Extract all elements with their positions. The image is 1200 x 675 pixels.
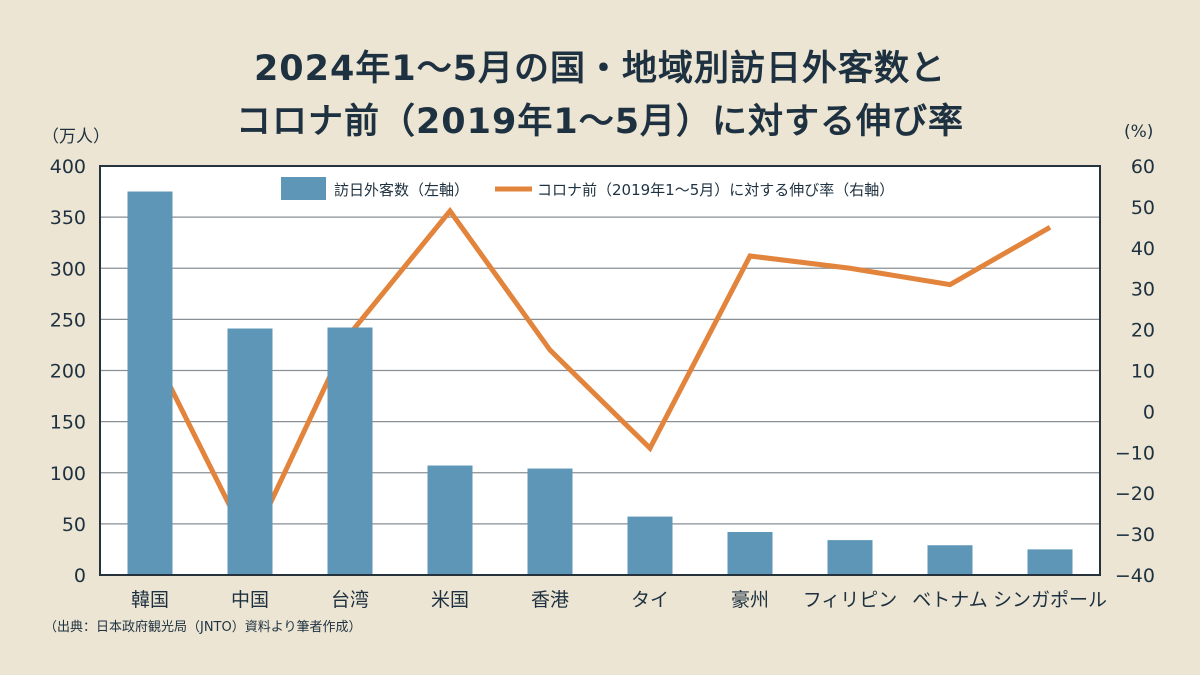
growth-rate-line (147, 206, 1052, 553)
right-tick-label: 10 (1131, 361, 1155, 383)
bar-overlay (627, 516, 673, 575)
category-label: 韓国 (131, 589, 169, 611)
right-tick-label: −10 (1115, 442, 1155, 464)
left-tick-label: 150 (50, 412, 86, 434)
bar-overlay (527, 468, 573, 575)
right-tick-label: 50 (1131, 197, 1155, 219)
right-tick-label: −40 (1115, 565, 1155, 587)
right-tick-label: 20 (1131, 320, 1155, 342)
left-tick-label: 100 (50, 463, 86, 485)
legend-bar-label: 訪日外客数（左軸） (334, 181, 469, 199)
left-axis-unit: （万人） (42, 127, 110, 147)
right-tick-label: 60 (1131, 156, 1155, 178)
category-label: シンガポール (993, 589, 1107, 611)
chart-title-line1: 2024年1〜5月の国・地域別訪日外客数と (253, 49, 947, 89)
right-tick-label: −30 (1115, 524, 1155, 546)
legend-bar-swatch (281, 177, 326, 200)
right-axis-unit: (%) (1124, 122, 1154, 142)
category-label: フィリピン (803, 589, 898, 611)
right-tick-label: 0 (1143, 401, 1155, 423)
right-tick-label: 30 (1131, 279, 1155, 301)
category-label: 香港 (531, 589, 569, 611)
legend-line-label: コロナ前（2019年1〜5月）に対する伸び率（右軸） (537, 181, 894, 199)
category-label: 中国 (231, 589, 269, 611)
left-tick-label: 50 (62, 514, 86, 536)
category-label: 豪州 (731, 589, 769, 611)
chart-title-line2: コロナ前（2019年1〜5月）に対する伸び率 (235, 102, 965, 142)
bar-overlay (127, 191, 173, 575)
right-tick-label: −20 (1115, 483, 1155, 505)
bar-overlay (427, 465, 473, 575)
category-label: 米国 (431, 589, 469, 611)
bar-overlay (727, 532, 773, 575)
bar-overlay (827, 540, 873, 575)
bar-overlay (227, 328, 273, 575)
plot-border (99, 165, 1101, 576)
bar-overlay (327, 327, 373, 575)
bar-overlay (1027, 549, 1073, 575)
left-tick-label: 400 (50, 156, 86, 178)
left-tick-label: 200 (50, 361, 86, 383)
category-label: タイ (631, 589, 669, 611)
left-tick-label: 350 (50, 207, 86, 229)
category-label: ベトナム (912, 589, 987, 611)
left-tick-label: 0 (74, 565, 86, 587)
bar-overlay (927, 545, 973, 575)
left-tick-label: 300 (50, 258, 86, 280)
right-tick-label: 40 (1131, 238, 1155, 260)
left-tick-label: 250 (50, 309, 86, 331)
source-note: （出典：日本政府観光局（JNTO）資料より筆者作成） (44, 620, 362, 635)
category-label: 台湾 (331, 589, 369, 611)
